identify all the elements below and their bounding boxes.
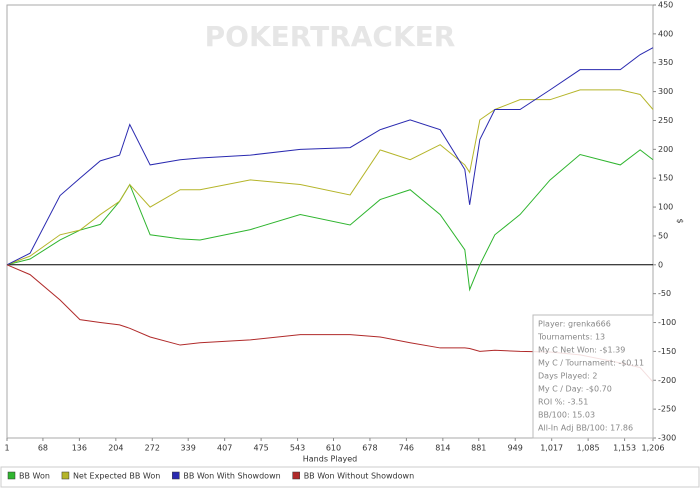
legend-label: BB Won	[19, 472, 50, 481]
x-tick-label: 1,206	[642, 444, 665, 453]
series-line	[6, 47, 654, 266]
x-tick-label: 881	[471, 444, 486, 453]
info-text: BB/100: 15.03	[538, 411, 595, 420]
x-tick-label: 68	[38, 444, 48, 453]
info-text: ROI %: -3.51	[538, 398, 588, 407]
legend-label: BB Won With Showdown	[183, 472, 280, 481]
legend-label: BB Won Without Showdown	[304, 472, 414, 481]
y-axis-label: $	[676, 218, 685, 223]
x-tick-label: 204	[108, 444, 123, 453]
x-tick-label: 1,017	[540, 444, 563, 453]
plot-frame	[6, 4, 654, 439]
x-tick-label: 339	[181, 444, 196, 453]
legend-swatch	[292, 471, 300, 480]
legend-swatch	[61, 471, 70, 480]
info-box	[532, 314, 654, 439]
y-tick-label: 100	[658, 203, 673, 212]
y-tick-label: 300	[658, 87, 673, 96]
y-tick-label: -50	[658, 289, 671, 298]
info-text: Days Played: 2	[538, 372, 598, 381]
x-tick-label: 475	[253, 444, 268, 453]
y-tick-label: 450	[658, 1, 673, 10]
series-line	[6, 89, 654, 266]
y-tick-label: 0	[658, 260, 663, 269]
y-tick-label: -100	[658, 318, 676, 327]
info-text: My C / Day: -$0.70	[538, 385, 612, 394]
info-text: Player: grenka666	[538, 320, 611, 329]
x-axis-label: Hands Played	[303, 455, 357, 464]
x-tick-label: 814	[435, 444, 450, 453]
x-tick-label: 746	[399, 444, 414, 453]
x-tick-label: 1	[4, 444, 9, 453]
legend-frame	[0, 466, 700, 488]
y-tick-label: 400	[658, 29, 673, 38]
y-tick-label: -150	[658, 347, 676, 356]
legend-swatch	[172, 471, 180, 480]
x-tick-label: 136	[72, 444, 87, 453]
x-tick-label: 949	[508, 444, 523, 453]
watermark: POKERTRACKER	[205, 20, 456, 53]
info-text: Tournaments: 13	[537, 333, 605, 342]
y-tick-label: 50	[658, 231, 668, 240]
info-text: All-In Adj BB/100: 17.86	[538, 424, 633, 433]
x-tick-label: 1,085	[577, 444, 600, 453]
y-tick-label: 350	[658, 58, 673, 67]
info-text: My C / Tournament: -$0.11	[538, 359, 644, 368]
series-line	[6, 149, 654, 292]
y-tick-label: 150	[658, 174, 673, 183]
x-tick-label: 543	[290, 444, 305, 453]
y-tick-label: 200	[658, 145, 673, 154]
x-tick-label: 678	[362, 444, 377, 453]
legend-label: Net Expected BB Won	[73, 472, 160, 481]
y-tick-label: -300	[658, 434, 676, 443]
info-text: My C Net Won: -$1.39	[538, 346, 625, 355]
x-tick-label: 1,153	[613, 444, 636, 453]
x-tick-label: 610	[326, 444, 341, 453]
y-tick-label: -250	[658, 405, 676, 414]
y-tick-label: -200	[658, 376, 676, 385]
legend-swatch	[7, 471, 16, 480]
y-tick-label: 250	[658, 116, 673, 125]
x-tick-label: 407	[217, 444, 232, 453]
x-tick-label: 272	[145, 444, 160, 453]
